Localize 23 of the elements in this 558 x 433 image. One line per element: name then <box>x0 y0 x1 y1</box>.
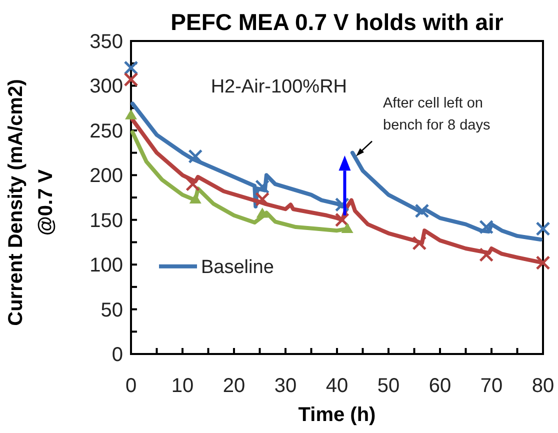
x-axis-title: Time (h) <box>298 404 376 426</box>
y-tick-label: 50 <box>100 299 123 322</box>
annotation: After cell left on bench for 8 days <box>383 95 490 134</box>
x-tick-label: 30 <box>274 375 297 397</box>
x-tick-label: 80 <box>532 375 554 397</box>
x-tick-label: 20 <box>222 375 246 397</box>
y-tick-label: 100 <box>90 254 123 277</box>
legend-label: Baseline <box>201 257 274 278</box>
y-axis-title: Current Density (mA/cm2) @0.7 V <box>5 79 57 326</box>
x-tick-label: 40 <box>326 375 348 397</box>
chart-title: PEFC MEA 0.7 V holds with air <box>170 9 504 35</box>
y-tick-label: 250 <box>90 120 123 142</box>
x-tick-label: 50 <box>377 375 400 397</box>
y-tick-label: 200 <box>90 165 123 188</box>
y-tick-label: 0 <box>112 344 123 366</box>
y-tick-label: 350 <box>90 31 123 53</box>
x-tick-label: 60 <box>428 375 452 397</box>
x-tick-label: 0 <box>125 375 137 397</box>
x-tick-label: 10 <box>171 375 194 397</box>
annotation: H2-Air-100%RH <box>210 76 348 98</box>
x-tick-label: 70 <box>480 375 503 397</box>
y-tick-label: 150 <box>90 210 123 232</box>
y-tick-label: 300 <box>90 76 123 98</box>
